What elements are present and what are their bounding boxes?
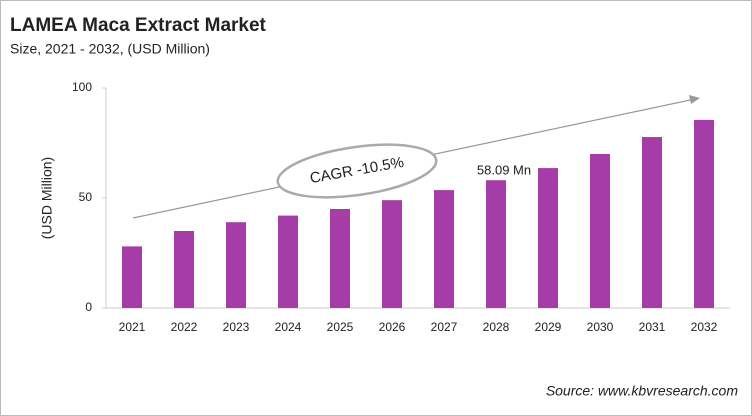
bar	[590, 154, 610, 308]
bar	[278, 215, 298, 308]
bar	[434, 190, 454, 308]
x-tick-label: 2026	[379, 320, 406, 334]
bar	[538, 168, 558, 308]
x-tick-label: 2021	[119, 320, 146, 334]
x-tick-label: 2028	[483, 320, 510, 334]
y-axis-label: (USD Million)	[39, 157, 55, 239]
x-tick-label: 2030	[587, 320, 614, 334]
y-tick-label: 50	[79, 190, 93, 204]
x-tick-label: 2032	[691, 320, 718, 334]
x-tick-label: 2027	[431, 320, 458, 334]
value-label: 58.09 Mn	[477, 163, 531, 178]
y-tick-label: 0	[85, 300, 92, 314]
bar	[122, 246, 142, 308]
bar	[174, 231, 194, 308]
bar	[694, 119, 714, 309]
source: Source: www.kbvresearch.com	[546, 383, 739, 399]
x-tick-label: 2022	[171, 320, 198, 334]
bar	[226, 222, 246, 308]
x-tick-label: 2023	[223, 320, 250, 334]
x-tick-label: 2024	[275, 320, 302, 334]
x-tick-label: 2031	[639, 320, 666, 334]
bar	[486, 180, 506, 308]
cagr-ellipse	[276, 143, 438, 199]
bar	[330, 209, 350, 308]
arrow-head	[689, 95, 700, 104]
x-tick-label: 2029	[535, 320, 562, 334]
chart-subtitle: Size, 2021 - 2032, (USD Million)	[10, 41, 210, 57]
y-tick-label: 100	[72, 80, 92, 94]
bar	[382, 200, 402, 308]
chart-title: LAMEA Maca Extract Market	[10, 15, 267, 36]
bar	[642, 137, 662, 308]
x-tick-label: 2025	[327, 320, 354, 334]
